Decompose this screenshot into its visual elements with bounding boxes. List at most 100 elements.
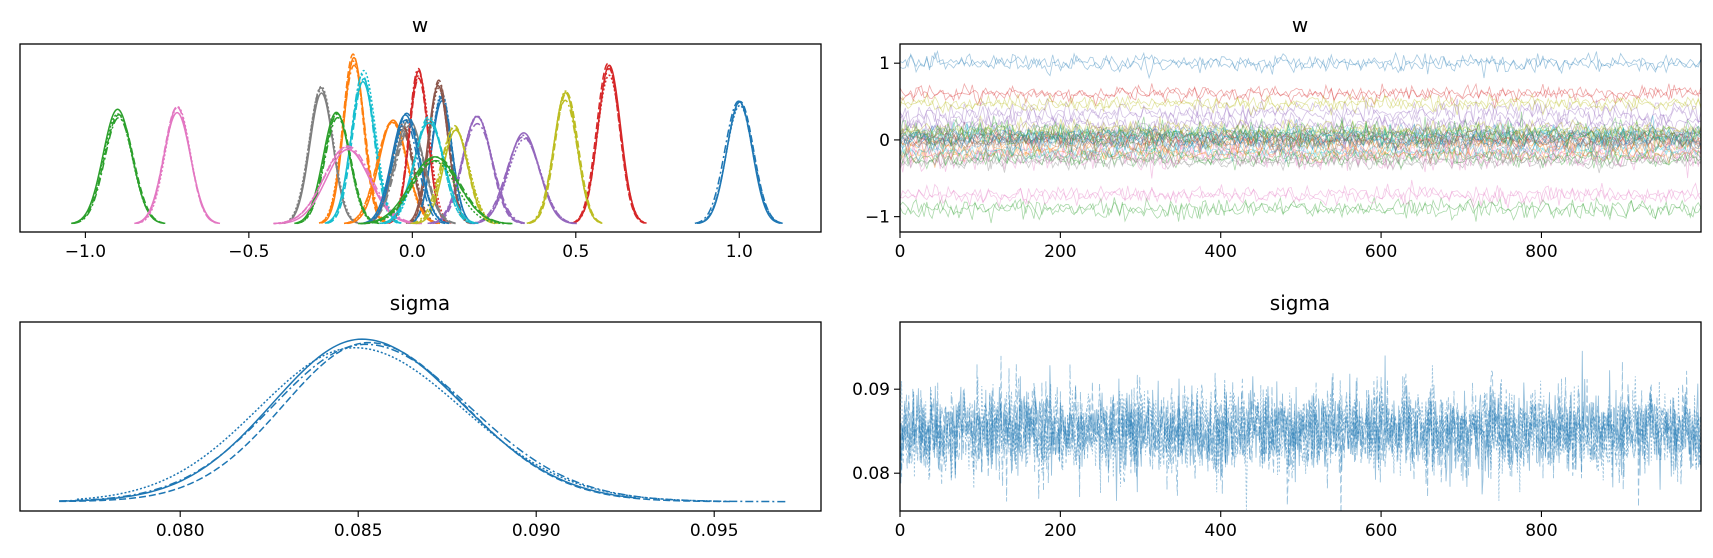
- trace-series-line: [900, 196, 1701, 222]
- trace-series-line: [900, 123, 1701, 143]
- kde-series-line: [318, 64, 390, 224]
- kde-series-line: [318, 60, 389, 224]
- kde-series-line: [360, 156, 513, 225]
- trace-series-line: [900, 127, 1701, 156]
- kde-series-line: [344, 121, 441, 225]
- kde-chain-line: [59, 341, 733, 503]
- x-tick-label: 0.080: [156, 521, 205, 541]
- trace-series-line: [900, 82, 1701, 106]
- x-tick-label: 600: [1365, 521, 1397, 541]
- kde-series-line: [571, 74, 647, 224]
- trace-series-line: [900, 139, 1701, 163]
- trace-series-line: [900, 111, 1701, 153]
- trace-lines-group: [900, 49, 1701, 224]
- trace-series-line: [900, 131, 1701, 159]
- y-tick-label: 1: [879, 54, 890, 74]
- kde-series-line: [273, 145, 423, 225]
- trace-series-line: [900, 97, 1701, 129]
- kde-chain-line: [76, 346, 715, 502]
- x-tick-label: 800: [1525, 242, 1557, 262]
- kde-series-line: [73, 116, 165, 225]
- panel-title: w: [1292, 13, 1308, 37]
- trace-series-line: [900, 51, 1701, 79]
- panel-title: sigma: [1270, 291, 1330, 315]
- trace-series-line: [900, 93, 1701, 116]
- trace-series-line: [900, 135, 1701, 179]
- kde-series-line: [429, 115, 525, 225]
- x-tick-label: 0.5: [562, 242, 589, 262]
- trace-series-line: [900, 115, 1701, 144]
- panel-w-trace: w 0 200 400 600 800 −101: [865, 13, 1702, 262]
- trace-series-line: [900, 137, 1701, 163]
- trace-chain-line: [900, 365, 1701, 510]
- x-tick-label: 200: [1044, 242, 1076, 262]
- kde-series-line: [528, 91, 603, 224]
- panel-sigma-kde: sigma 0.080 0.085 0.090 0.095: [19, 291, 822, 541]
- kde-series-line: [383, 115, 474, 225]
- x-tick-label: 600: [1365, 242, 1397, 262]
- kde-series-line: [137, 106, 219, 225]
- trace-series-line: [900, 123, 1701, 145]
- kde-series-line: [363, 119, 451, 225]
- kde-series-line: [573, 67, 646, 224]
- trace-series-line: [900, 146, 1701, 171]
- trace-series-line: [900, 122, 1701, 151]
- trace-series-line: [900, 128, 1701, 173]
- kde-series-line: [283, 88, 359, 224]
- kde-series-line: [136, 106, 219, 225]
- kde-series-line: [364, 160, 505, 225]
- trace-series-line: [900, 98, 1701, 131]
- x-tick-label: 400: [1204, 521, 1236, 541]
- plot-frame: [899, 43, 1702, 233]
- y-tick-label: 0: [879, 131, 890, 151]
- trace-series-line: [900, 145, 1701, 171]
- kde-series-line: [388, 67, 449, 224]
- kde-series-line: [528, 90, 603, 224]
- kde-series-line: [71, 113, 165, 225]
- kde-series-line: [296, 112, 378, 225]
- trace-series-line: [900, 131, 1701, 157]
- x-tick-label: 0.0: [399, 242, 426, 262]
- kde-series-line: [283, 87, 359, 224]
- trace-series-line: [900, 130, 1701, 154]
- kde-series-line: [326, 73, 399, 224]
- kde-series-line: [572, 64, 646, 224]
- kde-series-line: [407, 79, 471, 224]
- kde-chain-line: [59, 338, 636, 502]
- kde-series-line: [346, 121, 439, 225]
- kde-series-line: [427, 122, 528, 225]
- kde-series-line: [71, 108, 165, 225]
- trace-series-line: [900, 111, 1701, 141]
- x-tick-label: 0.090: [512, 521, 561, 541]
- x-tick-label: −0.5: [228, 242, 269, 262]
- trace-series-line: [900, 121, 1701, 145]
- kde-series-line: [471, 134, 575, 225]
- trace-series-line: [900, 182, 1701, 209]
- kde-series-line: [325, 69, 402, 224]
- y-tick-label: 0.08: [852, 464, 890, 484]
- x-tick-label: 0.085: [334, 521, 383, 541]
- kde-series-line: [295, 113, 380, 225]
- x-tick-label: 1.0: [726, 242, 753, 262]
- kde-series-line: [282, 85, 361, 224]
- kde-series-line: [365, 119, 446, 225]
- x-tick-label: −1.0: [65, 242, 106, 262]
- panel-title: w: [412, 13, 428, 37]
- trace-chain-line: [900, 350, 1701, 501]
- x-tick-label: 800: [1525, 521, 1557, 541]
- y-tick-label: 0.09: [852, 380, 890, 400]
- kde-series-line: [360, 159, 511, 225]
- y-axis-ticks: 0.08 0.09: [852, 380, 900, 484]
- kde-series-line: [469, 136, 577, 225]
- trace-series-line: [900, 116, 1701, 143]
- y-tick-label: −1: [865, 208, 890, 228]
- x-tick-label: 400: [1204, 242, 1236, 262]
- trace-series-line: [900, 132, 1701, 157]
- x-axis-ticks: 0 200 400 600 800: [895, 511, 1558, 541]
- trace-series-line: [900, 82, 1701, 109]
- kde-series-line: [694, 100, 783, 225]
- kde-series-line: [472, 138, 577, 225]
- kde-chain-line: [59, 343, 786, 503]
- trace-series-line: [900, 147, 1701, 173]
- trace-series-line: [900, 179, 1701, 207]
